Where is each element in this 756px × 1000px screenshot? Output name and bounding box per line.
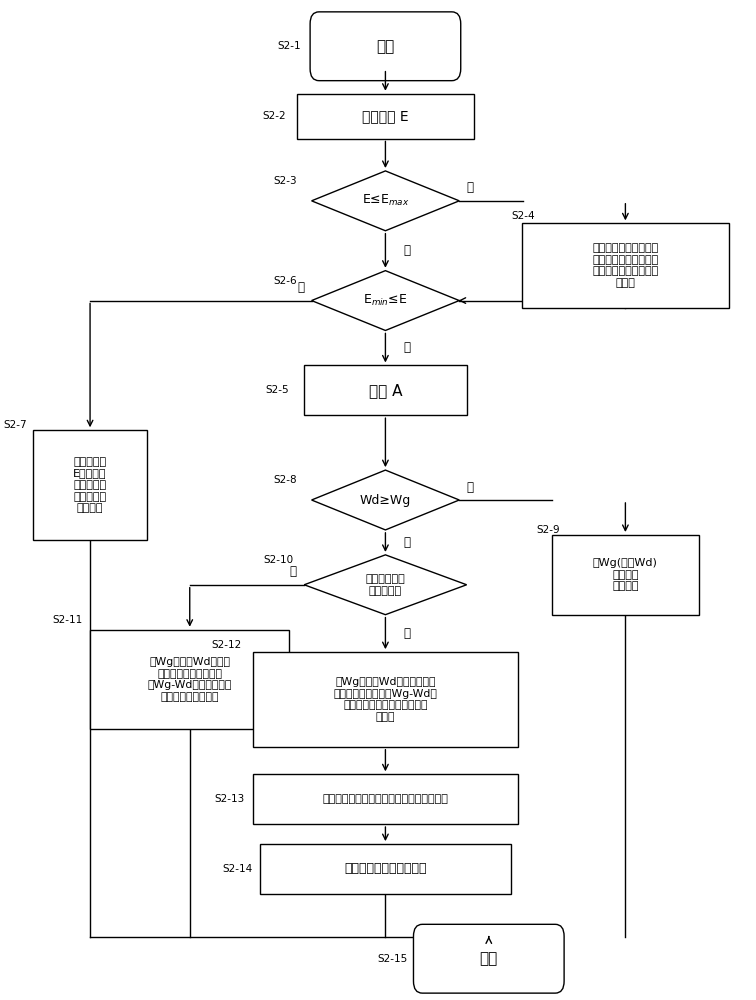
Text: 用加热后的热媒对膨胀前压缩空气进行加热: 用加热后的热媒对膨胀前压缩空气进行加热 [323, 794, 448, 804]
Text: 将Wg(最大Wd)
供给到需
求目的地: 将Wg(最大Wd) 供给到需 求目的地 [593, 558, 658, 591]
Text: 否: 否 [404, 536, 411, 549]
Text: 输入电力 E: 输入电力 E [362, 109, 409, 123]
Text: 将Wg（最大Wd）供给
到需求目的地，剩余电
力Wg-Wd供给到压缩机
制造压缩空气并贮存: 将Wg（最大Wd）供给 到需求目的地，剩余电 力Wg-Wd供给到压缩机 制造压缩… [147, 657, 232, 702]
FancyBboxPatch shape [310, 12, 460, 81]
Text: S2-15: S2-15 [377, 954, 407, 964]
Text: S2-13: S2-13 [215, 794, 245, 804]
Text: 驱动压缩机所需的电力
以上的电力供给到加热
器对蓄热箱内的热媒进
行加热: 驱动压缩机所需的电力 以上的电力供给到加热 器对蓄热箱内的热媒进 行加热 [592, 243, 658, 288]
Text: 将Wg（最大Wd）供给到需求
目的地，用剩余电力Wg-Wd驱
动加热器对蓄热箱内的热媒进
行加热: 将Wg（最大Wd）供给到需求 目的地，用剩余电力Wg-Wd驱 动加热器对蓄热箱内… [333, 677, 438, 722]
Text: 否: 否 [297, 281, 304, 294]
Polygon shape [311, 171, 459, 231]
Bar [90, 630, 290, 729]
Polygon shape [311, 470, 459, 530]
Text: 是: 是 [466, 481, 474, 494]
Text: E$_{min}$≤E: E$_{min}$≤E [363, 293, 407, 308]
Text: S2-9: S2-9 [537, 525, 560, 535]
Bar [304, 365, 466, 415]
Text: S2-4: S2-4 [511, 211, 534, 221]
Text: S2-1: S2-1 [277, 41, 300, 51]
Bar [552, 535, 699, 615]
Bar [253, 774, 519, 824]
Bar [522, 223, 729, 308]
Text: S2-11: S2-11 [52, 615, 82, 625]
Polygon shape [304, 555, 466, 615]
Text: S2-2: S2-2 [262, 111, 286, 121]
Bar [253, 652, 519, 747]
Text: Wd≥Wg: Wd≥Wg [360, 494, 411, 507]
Text: 否: 否 [466, 181, 474, 194]
Text: 蓄压箱容量为
给定值以上: 蓄压箱容量为 给定值以上 [366, 574, 405, 596]
Text: 是: 是 [404, 244, 411, 257]
Text: S2-10: S2-10 [263, 555, 293, 565]
Bar [260, 844, 511, 894]
Text: 将输入电力
E供给到加
热器对蓄热
箱内的热媒
进行加热: 将输入电力 E供给到加 热器对蓄热 箱内的热媒 进行加热 [73, 457, 107, 513]
Text: 开始: 开始 [376, 39, 395, 54]
Text: S2-6: S2-6 [273, 276, 297, 286]
Text: 使压缩空气膨胀进行发电: 使压缩空气膨胀进行发电 [344, 862, 426, 875]
Text: 结束: 结束 [479, 951, 498, 966]
Text: 否: 否 [290, 565, 297, 578]
Text: S2-12: S2-12 [211, 640, 241, 650]
Text: S2-14: S2-14 [222, 864, 253, 874]
Text: S2-3: S2-3 [273, 176, 297, 186]
Text: E≤E$_{max}$: E≤E$_{max}$ [361, 193, 409, 208]
FancyBboxPatch shape [414, 924, 564, 993]
Bar [297, 94, 474, 139]
Text: 是: 是 [404, 341, 411, 354]
Text: 是: 是 [404, 627, 411, 640]
Text: S2-5: S2-5 [266, 385, 290, 395]
Bar [33, 430, 147, 540]
Text: 处理 A: 处理 A [369, 383, 402, 398]
Text: S2-7: S2-7 [4, 420, 27, 430]
Polygon shape [311, 271, 459, 330]
Text: S2-8: S2-8 [273, 475, 297, 485]
